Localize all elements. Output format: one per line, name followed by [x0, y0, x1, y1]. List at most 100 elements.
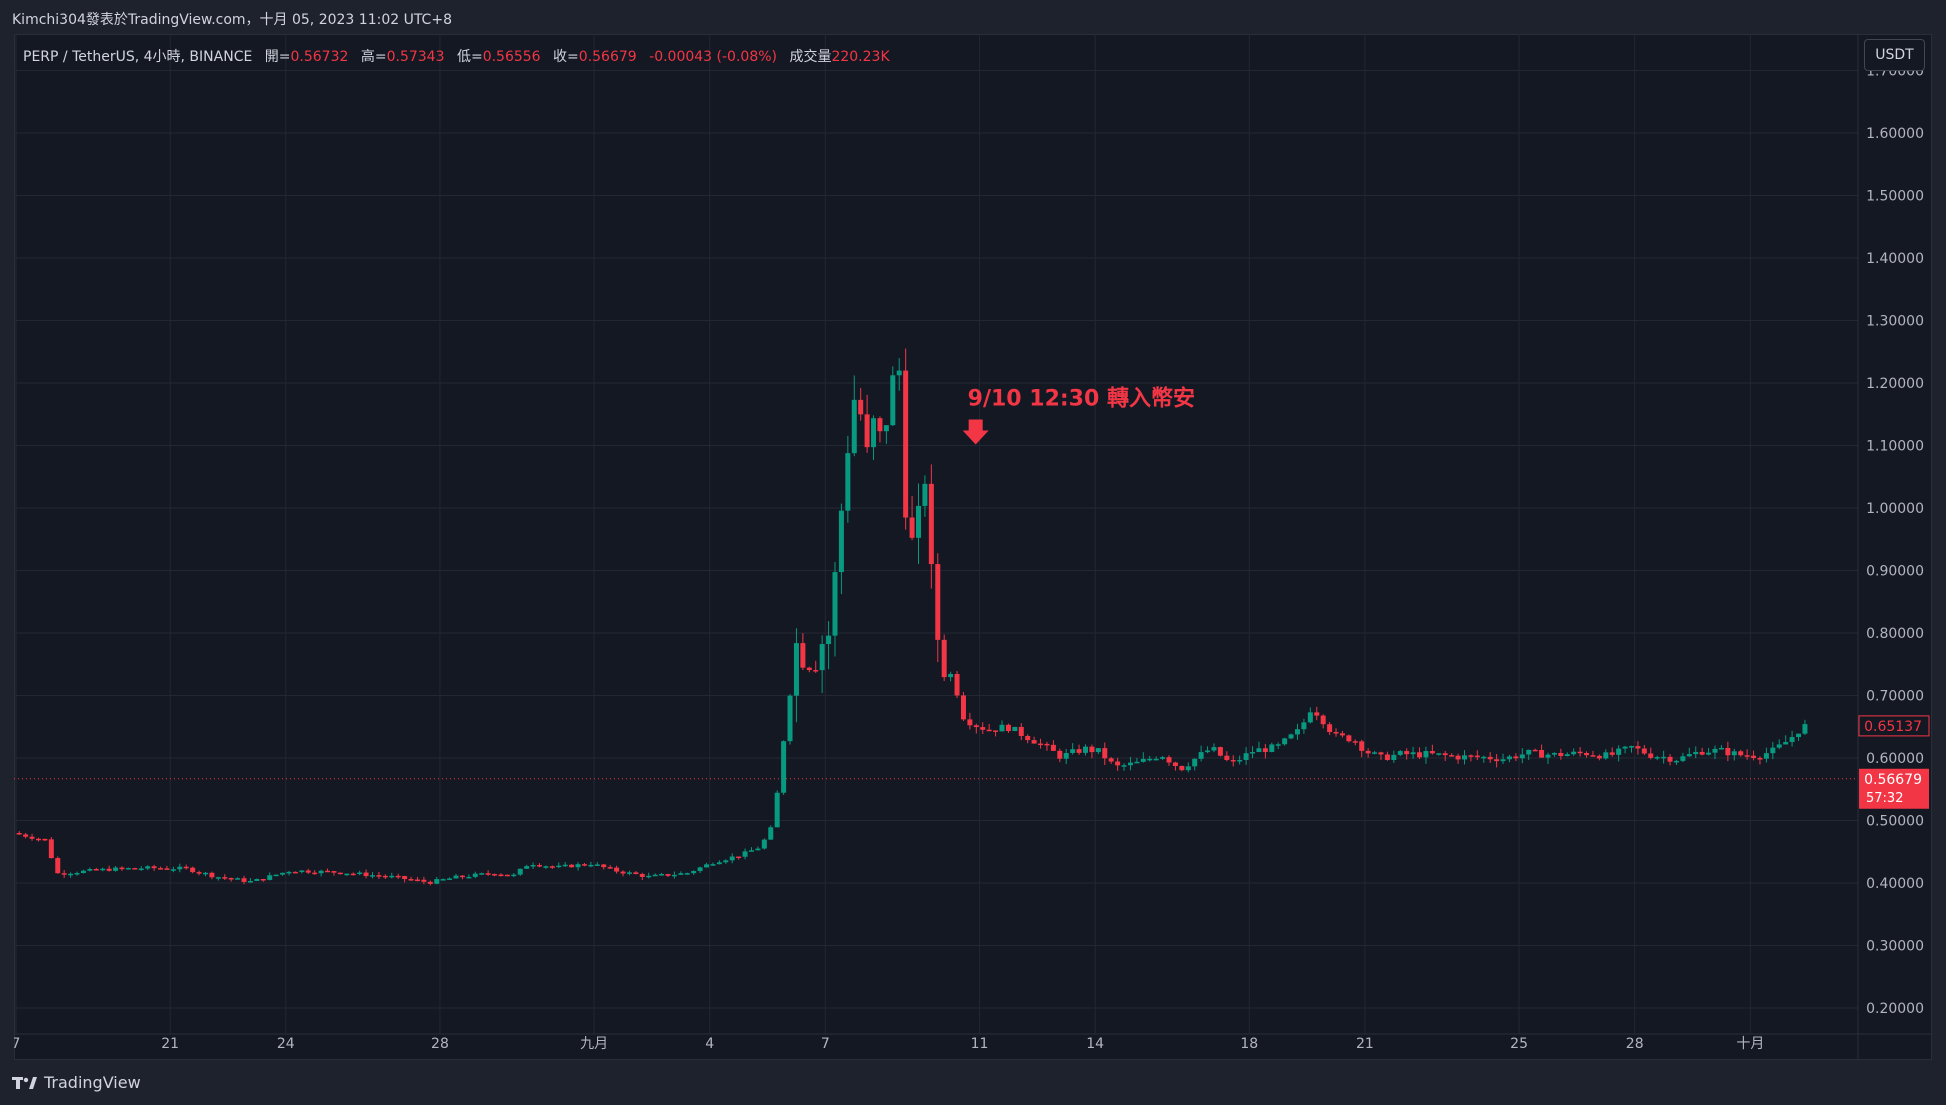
candle-body: [145, 866, 151, 869]
candle-body: [1564, 754, 1570, 757]
symbol-label[interactable]: PERP / TetherUS, 4小時, BINANCE: [23, 49, 253, 65]
candle-body: [357, 872, 363, 875]
candle-body: [447, 878, 453, 880]
price-labels: 0.65137 0.56679 57:32: [1858, 715, 1930, 809]
candle-body: [993, 730, 999, 732]
candle-body: [1217, 747, 1223, 756]
candle-body: [1693, 751, 1699, 755]
candle-body: [1031, 740, 1037, 744]
candle-body: [549, 866, 555, 868]
candle-body: [524, 866, 530, 869]
y-tick-label: 0.50000: [1866, 814, 1924, 830]
candle-body: [697, 867, 703, 872]
candle-body: [485, 873, 491, 875]
candle-body: [1172, 762, 1178, 766]
candle-body: [1423, 751, 1429, 758]
candlestick-chart[interactable]: 1.700001.600001.500001.400001.300001.200…: [14, 34, 1932, 1060]
candle-body: [344, 873, 350, 876]
candle-body: [941, 639, 947, 678]
candle-body: [299, 870, 305, 873]
candle-body: [1025, 736, 1031, 741]
candle-body: [838, 510, 844, 573]
candle-body: [1783, 741, 1789, 745]
candle-body: [453, 875, 459, 879]
candle-body: [1359, 741, 1365, 751]
candle-body: [1378, 752, 1384, 755]
candle-body: [414, 879, 420, 882]
candle-body: [1166, 757, 1172, 763]
candle-body: [986, 729, 992, 732]
chart-legend: PERP / TetherUS, 4小時, BINANCE 開=0.56732 …: [23, 46, 890, 66]
currency-button[interactable]: USDT: [1864, 39, 1925, 71]
candle-body: [1404, 751, 1410, 755]
candle-body: [1513, 756, 1519, 759]
candle-body: [530, 865, 536, 867]
candle-body: [68, 873, 74, 876]
x-tick-label: 24: [277, 1036, 295, 1052]
candle-body: [183, 866, 189, 869]
candle-body: [742, 851, 748, 857]
candle-body: [61, 873, 67, 875]
candle-body: [736, 856, 742, 859]
candle-body: [260, 879, 266, 881]
candle-body: [1327, 724, 1333, 733]
y-tick-label: 1.60000: [1866, 126, 1924, 142]
candles: [16, 348, 1808, 886]
candle-body: [1526, 749, 1532, 755]
candle-body: [1474, 755, 1480, 758]
candle-body: [832, 572, 838, 636]
candle-body: [55, 858, 61, 874]
candle-body: [1365, 750, 1371, 754]
tradingview-logo[interactable]: TradingView: [12, 1073, 141, 1092]
candle-body: [1005, 724, 1011, 732]
candle-body: [1802, 724, 1808, 734]
candle-body: [748, 850, 754, 852]
candle-body: [1770, 747, 1776, 754]
candle-body: [1050, 744, 1056, 751]
candle-body: [492, 874, 498, 876]
candle-body: [1442, 753, 1448, 756]
candle-body: [1481, 756, 1487, 759]
candle-body: [800, 643, 806, 668]
y-tick-label: 0.90000: [1866, 564, 1924, 580]
candle-body: [1596, 755, 1602, 759]
candle-body: [1012, 726, 1018, 732]
candle-body: [125, 868, 131, 870]
candle-body: [48, 839, 54, 859]
candle-body: [620, 871, 626, 874]
candle-body: [1590, 755, 1596, 757]
candle-body: [659, 874, 665, 876]
candle-body: [1603, 752, 1609, 759]
candle-body: [177, 866, 183, 870]
candle-body: [1038, 743, 1044, 746]
candle-body: [1121, 765, 1127, 767]
annotation-arrow-icon: [962, 419, 989, 445]
candle-body: [575, 864, 581, 868]
candle-body: [948, 673, 954, 678]
candle-body: [1725, 747, 1731, 756]
candle-body: [864, 414, 870, 448]
x-tick-label: 九月: [580, 1036, 608, 1052]
published-info: Kimchi304發表於TradingView.com，十月 05, 2023 …: [12, 12, 452, 28]
candle-body: [267, 875, 273, 880]
candle-body: [691, 871, 697, 874]
candle-body: [93, 868, 99, 871]
low-label: 低=: [456, 49, 483, 65]
y-tick-label: 0.70000: [1866, 689, 1924, 705]
candle-body: [1147, 758, 1153, 761]
candle-body: [1057, 750, 1063, 759]
x-tick-label: 25: [1510, 1036, 1528, 1052]
candle-body: [1706, 752, 1712, 755]
candle-body: [710, 864, 716, 866]
candle-body: [678, 873, 684, 875]
candle-body: [222, 877, 228, 879]
candle-body: [1102, 748, 1108, 759]
candle-body: [1262, 748, 1268, 752]
chart-frame[interactable]: [14, 34, 1932, 1060]
candle-body: [569, 864, 575, 868]
x-tick-label: 7: [821, 1036, 830, 1052]
high-value: 0.57343: [386, 49, 445, 65]
candle-body: [280, 872, 286, 875]
candle-body: [915, 505, 921, 538]
candle-body: [1654, 757, 1660, 759]
